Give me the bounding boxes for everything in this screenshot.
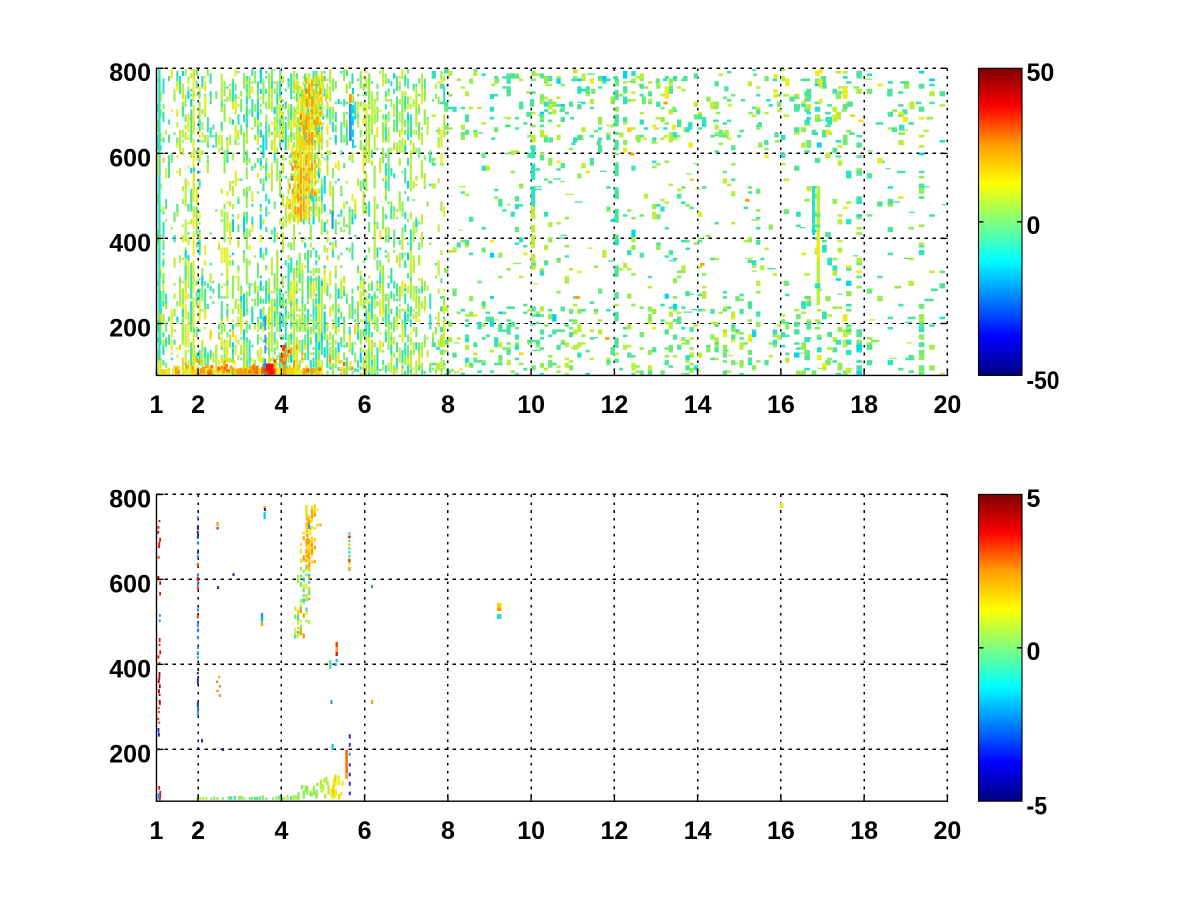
svg-text:0: 0 (1027, 638, 1041, 666)
svg-text:8: 8 (441, 391, 455, 419)
svg-text:4: 4 (274, 391, 288, 419)
svg-text:200: 200 (109, 314, 151, 342)
svg-text:-5: -5 (1027, 793, 1048, 821)
svg-text:18: 18 (850, 817, 878, 845)
svg-text:16: 16 (767, 817, 795, 845)
svg-text:400: 400 (109, 655, 151, 683)
svg-text:20: 20 (933, 817, 961, 845)
svg-text:800: 800 (109, 485, 151, 513)
svg-text:12: 12 (600, 817, 628, 845)
svg-text:18: 18 (850, 391, 878, 419)
svg-text:600: 600 (109, 570, 151, 598)
svg-text:1: 1 (150, 817, 164, 845)
svg-text:-50: -50 (1027, 367, 1060, 395)
svg-text:8: 8 (441, 817, 455, 845)
svg-text:2: 2 (191, 817, 205, 845)
svg-text:0: 0 (1027, 212, 1041, 240)
svg-text:200: 200 (109, 740, 151, 768)
svg-text:2: 2 (191, 391, 205, 419)
svg-text:14: 14 (684, 391, 712, 419)
svg-text:6: 6 (358, 391, 372, 419)
svg-text:50: 50 (1027, 59, 1055, 87)
svg-text:4: 4 (274, 817, 288, 845)
svg-text:1: 1 (150, 391, 164, 419)
svg-text:5: 5 (1027, 485, 1041, 513)
svg-text:6: 6 (358, 817, 372, 845)
svg-text:600: 600 (109, 144, 151, 172)
svg-text:800: 800 (109, 59, 151, 87)
svg-text:16: 16 (767, 391, 795, 419)
svg-text:400: 400 (109, 229, 151, 257)
svg-text:10: 10 (517, 391, 545, 419)
svg-text:10: 10 (517, 817, 545, 845)
svg-text:20: 20 (933, 391, 961, 419)
svg-text:14: 14 (684, 817, 712, 845)
svg-text:12: 12 (600, 391, 628, 419)
